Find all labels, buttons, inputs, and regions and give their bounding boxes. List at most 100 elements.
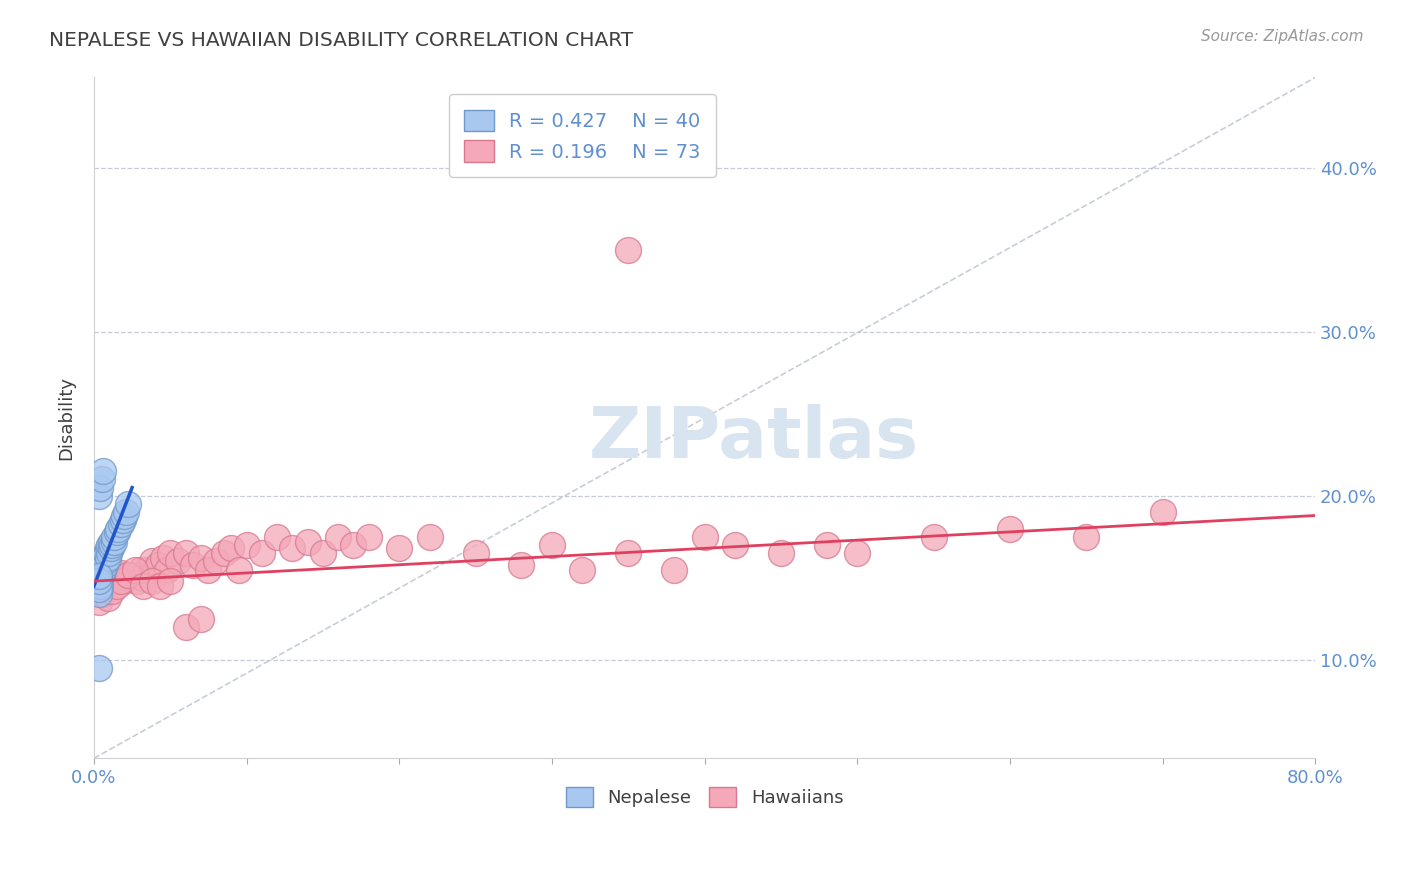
Point <box>148 579 170 593</box>
Point <box>212 546 235 560</box>
Point <box>174 620 197 634</box>
Point <box>167 554 190 568</box>
Point <box>235 538 257 552</box>
Point <box>250 546 273 560</box>
Point <box>89 571 111 585</box>
Point <box>86 579 108 593</box>
Point <box>124 563 146 577</box>
Point <box>136 563 159 577</box>
Point <box>617 546 640 560</box>
Point <box>91 464 114 478</box>
Point <box>90 566 112 580</box>
Point <box>105 579 128 593</box>
Point <box>100 541 122 556</box>
Point <box>357 530 380 544</box>
Point <box>87 582 110 597</box>
Point <box>662 563 685 577</box>
Point <box>98 546 121 560</box>
Legend: Nepalese, Hawaiians: Nepalese, Hawaiians <box>558 780 851 814</box>
Point <box>922 530 945 544</box>
Text: NEPALESE VS HAWAIIAN DISABILITY CORRELATION CHART: NEPALESE VS HAWAIIAN DISABILITY CORRELAT… <box>49 31 633 50</box>
Point <box>87 595 110 609</box>
Point <box>91 551 114 566</box>
Point <box>132 571 155 585</box>
Point <box>693 530 716 544</box>
Point <box>87 574 110 589</box>
Point <box>328 530 350 544</box>
Point <box>141 574 163 589</box>
Point <box>90 574 112 589</box>
Point <box>91 563 114 577</box>
Point <box>89 481 111 495</box>
Y-axis label: Disability: Disability <box>58 376 75 460</box>
Point <box>464 546 486 560</box>
Point <box>342 538 364 552</box>
Point <box>197 563 219 577</box>
Point <box>510 558 533 572</box>
Point <box>94 567 117 582</box>
Point <box>87 579 110 593</box>
Point <box>228 563 250 577</box>
Point <box>114 508 136 523</box>
Text: Source: ZipAtlas.com: Source: ZipAtlas.com <box>1201 29 1364 44</box>
Point <box>103 530 125 544</box>
Point <box>97 551 120 566</box>
Point <box>93 558 115 572</box>
Point <box>132 579 155 593</box>
Point <box>87 569 110 583</box>
Point <box>152 551 174 566</box>
Point <box>87 587 110 601</box>
Point <box>146 558 169 572</box>
Point <box>221 541 243 556</box>
Point <box>101 584 124 599</box>
Point <box>93 584 115 599</box>
Text: ZIPatlas: ZIPatlas <box>588 404 918 473</box>
Point <box>1076 530 1098 544</box>
Point <box>107 567 129 582</box>
Point <box>156 563 179 577</box>
Point <box>87 567 110 582</box>
Point <box>97 591 120 605</box>
Point <box>128 563 150 577</box>
Point <box>159 546 181 560</box>
Point <box>110 566 132 580</box>
Point <box>101 538 124 552</box>
Point <box>90 558 112 572</box>
Point <box>724 538 747 552</box>
Point <box>125 574 148 589</box>
Point <box>100 534 122 549</box>
Point <box>117 567 139 582</box>
Point <box>111 513 134 527</box>
Point <box>103 534 125 549</box>
Point <box>89 579 111 593</box>
Point <box>190 612 212 626</box>
Point <box>89 563 111 577</box>
Point <box>769 546 792 560</box>
Point <box>87 563 110 577</box>
Point <box>297 534 319 549</box>
Point <box>87 489 110 503</box>
Point <box>98 574 121 589</box>
Point <box>281 541 304 556</box>
Point <box>419 530 441 544</box>
Point <box>94 546 117 560</box>
Point <box>98 538 121 552</box>
Point <box>90 472 112 486</box>
Point <box>94 554 117 568</box>
Point <box>617 243 640 257</box>
Point <box>205 554 228 568</box>
Point <box>110 574 132 589</box>
Point <box>143 563 166 577</box>
Point <box>117 571 139 585</box>
Point <box>104 574 127 589</box>
Point <box>87 574 110 589</box>
Point <box>117 497 139 511</box>
Point <box>93 549 115 564</box>
Point <box>312 546 335 560</box>
Point <box>266 530 288 544</box>
Point <box>174 546 197 560</box>
Point <box>541 538 564 552</box>
Point <box>121 567 143 582</box>
Point <box>388 541 411 556</box>
Point <box>141 554 163 568</box>
